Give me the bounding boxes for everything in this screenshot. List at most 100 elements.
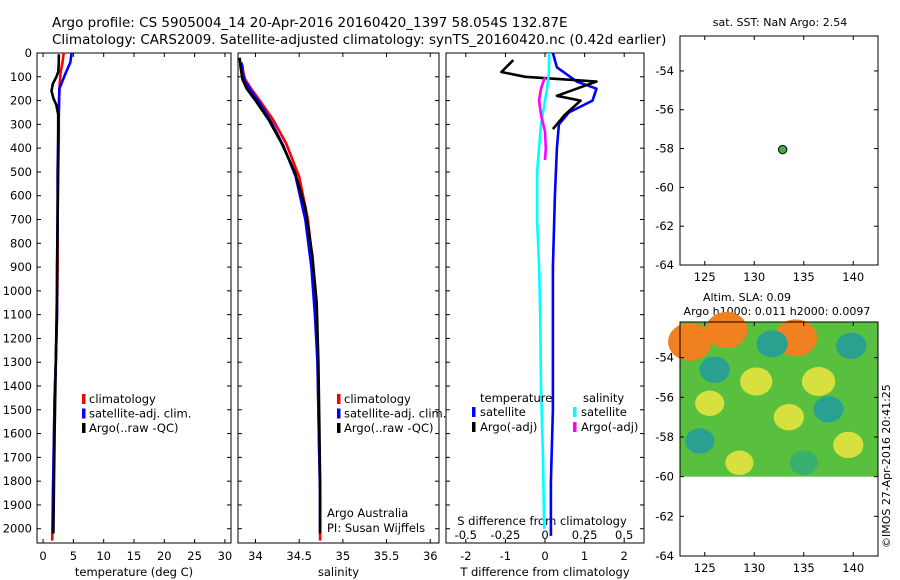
top-xtick-label: 0: [541, 528, 548, 542]
diff-legend-swatch: [573, 407, 577, 417]
map-sst-ytick-label: -58: [655, 142, 674, 156]
sal-xtick-label: 35.5: [374, 549, 400, 563]
diff-legend-swatch: [573, 422, 577, 432]
diff-series-line: [535, 53, 551, 529]
sal-xtick-label: 35: [336, 549, 351, 563]
diff-series-line: [500, 59, 598, 130]
depth-tick-label: 1300: [3, 355, 32, 369]
sla-anomaly: [695, 390, 725, 417]
sal-legend-label: satellite-adj. clim.: [344, 407, 446, 421]
sla-anomaly: [789, 450, 818, 476]
temp-xaxis-label: temperature (deg C): [75, 565, 193, 579]
map-sst-xtick-label: 125: [694, 270, 716, 284]
diff-top-axis-label: S difference from climatology: [457, 514, 627, 528]
depth-tick-label: 800: [10, 236, 32, 250]
sal-legend-label: climatology: [344, 392, 411, 406]
temp-legend-label: Argo(..raw -QC): [89, 421, 179, 435]
map-sla-xtick-label: 125: [694, 561, 716, 575]
map-sla-title-line-1: Altim. SLA: 0.09: [703, 291, 791, 304]
diff-legend-label: satellite: [581, 405, 627, 419]
temp-xtick-label: 30: [218, 549, 233, 563]
depth-tick-label: 1800: [3, 474, 32, 488]
depth-tick-label: 1700: [3, 450, 32, 464]
map-sst-xtick-label: 140: [842, 270, 864, 284]
map-sst-xtick-label: 130: [743, 270, 765, 284]
temp-xtick-label: 10: [96, 549, 111, 563]
sla-anomaly: [833, 431, 864, 459]
temp-series-line: [50, 54, 61, 534]
salinity-annotation: PI: Susan Wijffels: [327, 521, 425, 535]
depth-tick-label: 700: [10, 213, 32, 227]
depth-tick-label: 1400: [3, 379, 32, 393]
map-sla-xtick-label: 130: [743, 561, 765, 575]
sla-anomaly: [668, 322, 712, 361]
depth-tick-label: 900: [10, 260, 32, 274]
sla-anomaly: [705, 311, 748, 349]
sal-legend-swatch: [337, 394, 341, 404]
depth-tick-label: 1900: [3, 498, 32, 512]
map-sla-ytick-label: -56: [655, 390, 674, 404]
diff-xtick-label: -1: [500, 549, 511, 563]
copyright-credit: ©IMOS 27-Apr-2016 20:41:25: [880, 384, 893, 548]
depth-tick-label: 400: [10, 141, 32, 155]
diff-series-line: [549, 52, 598, 536]
depth-tick-label: 500: [10, 165, 32, 179]
diff-series-line: [537, 76, 548, 161]
depth-tick-label: 1500: [3, 403, 32, 417]
diff-legend-label: satellite: [480, 405, 526, 419]
temp-legend-swatch: [82, 408, 86, 419]
map-sla-ytick-label: -54: [655, 351, 674, 365]
temp-xtick-label: 15: [127, 549, 142, 563]
map-sla-title-line-2: Argo h1000: 0.011 h2000: 0.0097: [684, 305, 871, 318]
sla-anomaly: [756, 330, 788, 358]
diff-xaxis-label: T difference from climatology: [459, 565, 630, 579]
sla-anomaly: [740, 367, 773, 396]
diff-legend-swatch: [472, 407, 476, 417]
depth-tick-label: 1600: [3, 427, 32, 441]
depth-tick-label: 1100: [3, 308, 32, 322]
map-sst-ytick-label: -60: [655, 180, 674, 194]
argo-float-marker: [777, 144, 788, 155]
temp-xtick-label: 25: [187, 549, 202, 563]
top-xtick-label: 0.5: [615, 528, 633, 542]
sla-anomaly: [801, 366, 836, 396]
top-xtick-label: 0.25: [572, 528, 598, 542]
map-sla-frame: [679, 321, 879, 557]
title-line-1: Argo profile: CS 5905004_14 20-Apr-2016 …: [52, 15, 568, 31]
map-sla-ytick-label: -62: [655, 509, 674, 523]
depth-tick-label: 600: [10, 189, 32, 203]
sal-series-line: [238, 57, 322, 534]
map-sst-ytick-label: -62: [655, 219, 674, 233]
diff-xtick-label: -2: [460, 549, 471, 563]
sal-xtick-label: 34: [248, 549, 263, 563]
top-xtick-label: -0.25: [491, 528, 521, 542]
diff-xtick-label: 0: [541, 549, 548, 563]
map-sla-xtick-label: 140: [842, 561, 864, 575]
temp-legend-swatch: [82, 394, 86, 404]
temp-xtick-label: 0: [39, 549, 46, 563]
map-sst-title: sat. SST: NaN Argo: 2.54: [713, 16, 847, 29]
map-sla-ytick-label: -64: [655, 549, 674, 563]
sla-anomaly: [836, 332, 867, 359]
diff-legend-label: Argo(-adj): [480, 420, 537, 434]
map-sst-ytick-label: -64: [655, 258, 674, 272]
temp-legend-label: satellite-adj. clim.: [89, 407, 191, 421]
diff-legend-header: salinity: [583, 391, 624, 405]
sal-legend-label: Argo(..raw -QC): [344, 421, 434, 435]
diff-legend-swatch: [472, 422, 476, 432]
temp-plot-frame: [36, 52, 232, 544]
temp-xtick-label: 5: [70, 549, 77, 563]
sla-anomaly: [699, 356, 730, 383]
sal-legend-swatch: [337, 423, 341, 433]
map-sst-ytick-label: -54: [655, 64, 674, 78]
sal-xtick-label: 34.5: [286, 549, 312, 563]
depth-tick-label: 1000: [3, 284, 32, 298]
sal-xtick-label: 36: [423, 549, 438, 563]
depth-tick-label: 200: [10, 94, 32, 108]
top-xtick-label: -0.5: [455, 528, 477, 542]
sal-legend-swatch: [337, 408, 341, 419]
temp-legend-swatch: [82, 423, 86, 433]
diff-xtick-label: 1: [581, 549, 588, 563]
sal-xaxis-label: salinity: [318, 565, 359, 579]
